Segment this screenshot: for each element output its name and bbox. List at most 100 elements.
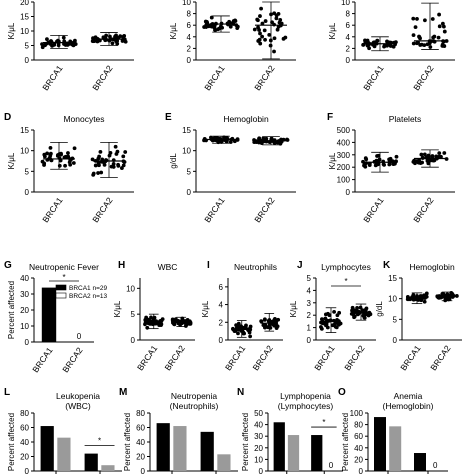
data-point	[257, 136, 261, 141]
data-point	[442, 29, 447, 34]
data-point	[259, 6, 263, 11]
data-point	[93, 163, 98, 168]
data-point	[337, 310, 342, 315]
data-point	[323, 316, 328, 321]
panel-title: Platelets	[389, 114, 422, 124]
data-point	[114, 33, 118, 38]
data-point	[40, 42, 44, 47]
y-tick-label: 0	[346, 56, 351, 65]
y-tick-label: 3	[307, 299, 312, 308]
bar	[84, 453, 98, 471]
data-point	[96, 156, 101, 161]
y-tick-label: 2	[346, 44, 351, 53]
panel-letter: J	[297, 260, 303, 271]
y-tick-label: 0	[393, 336, 398, 345]
data-point	[98, 150, 103, 154]
data-point	[263, 19, 268, 23]
panel-title: Hemoglobin	[223, 114, 269, 124]
data-point	[209, 135, 213, 140]
y-tick-label: 200	[337, 163, 351, 172]
data-point	[244, 323, 248, 328]
y-tick-label: 80	[20, 409, 29, 418]
data-point	[110, 41, 115, 46]
y-tick-label: 10	[20, 322, 29, 331]
bar	[311, 435, 323, 471]
data-point	[263, 37, 267, 42]
y-tick-label: 6	[346, 21, 351, 30]
y-tick-label: 10	[20, 147, 29, 156]
y-tick-label: 20	[20, 306, 29, 315]
y-axis-label: Percent affected	[123, 413, 132, 471]
chart-panel-top2: 0 2 4 6 8 10 K/μL BRCA1 BRCA2	[169, 0, 296, 92]
data-point	[332, 309, 337, 314]
y-tick-label: 2	[187, 44, 192, 53]
data-point	[95, 39, 100, 44]
data-point	[440, 21, 445, 26]
data-point	[411, 16, 416, 21]
significance-star: *	[98, 437, 101, 446]
y-tick-label: 20	[354, 455, 363, 464]
data-point	[449, 291, 454, 295]
panel-letter: H	[118, 260, 125, 271]
data-point	[416, 160, 421, 165]
x-category-label: BRCA1	[361, 63, 386, 92]
x-category-label: BRCA2	[252, 63, 277, 92]
data-point	[413, 25, 418, 30]
y-tick-label: 4	[307, 286, 312, 295]
bar	[287, 435, 300, 471]
y-tick-label: 15	[20, 126, 29, 135]
data-point	[276, 11, 281, 16]
y-tick-label: 6	[187, 21, 192, 30]
y-tick-label: 100	[350, 409, 364, 418]
y-tick-label: 15	[20, 13, 29, 22]
x-category-label: BRCA1	[223, 343, 248, 372]
chart-panel-L: 0 20 40 60 80 Percent affected Leukopenia(WBC)…	[4, 387, 122, 474]
x-category-label: BRCA2	[90, 195, 115, 224]
data-point	[111, 165, 116, 169]
data-point	[224, 139, 229, 144]
bar	[156, 423, 170, 471]
data-point	[236, 321, 241, 326]
data-point	[272, 36, 277, 41]
panel-title: Lymphocytes	[321, 262, 371, 272]
panel-title: Neutropenic Fever	[29, 262, 99, 272]
y-tick-label: 0	[141, 467, 146, 474]
data-point	[275, 27, 280, 32]
y-tick-label: 0	[131, 336, 136, 345]
data-point	[232, 329, 237, 334]
data-point	[430, 17, 435, 21]
data-point	[146, 318, 151, 323]
data-point	[319, 326, 324, 331]
y-tick-label: 10	[254, 455, 263, 464]
data-point	[158, 322, 163, 327]
x-category-label: BRCA1	[312, 343, 337, 372]
data-point	[420, 160, 425, 165]
y-tick-label: 10	[388, 295, 397, 304]
y-tick-label: 0	[25, 338, 30, 347]
data-point	[91, 173, 96, 177]
panel-subtitle: (Lymphocytes)	[278, 401, 334, 411]
data-point	[272, 11, 277, 16]
data-point	[320, 317, 324, 322]
y-tick-label: 40	[254, 421, 263, 430]
data-point	[48, 153, 53, 158]
data-point	[204, 19, 209, 24]
panel-title: Lymphopenia	[280, 391, 331, 401]
data-point	[66, 151, 70, 155]
chart-panel-I: 0 2 4 6 K/μL Neutrophils I BRCA1 BRCA2	[201, 260, 283, 372]
legend-swatch	[55, 284, 67, 291]
y-tick-label: 100	[337, 176, 351, 185]
data-point	[411, 41, 416, 46]
y-axis-label: K/μL	[169, 22, 178, 39]
bar	[217, 454, 231, 471]
data-point	[122, 34, 127, 38]
data-point	[272, 49, 276, 54]
y-tick-label: 10	[126, 284, 135, 293]
chart-panel-top3: 0 2 4 6 8 10 K/μL BRCA1 BRCA2	[328, 0, 455, 92]
data-point	[422, 152, 427, 157]
y-tick-label: 10	[20, 27, 29, 36]
y-tick-label: 0	[346, 188, 351, 197]
chart-panel-G: 0 10 20 30 40 Percent affected Neutropenic Fev…	[4, 260, 108, 374]
